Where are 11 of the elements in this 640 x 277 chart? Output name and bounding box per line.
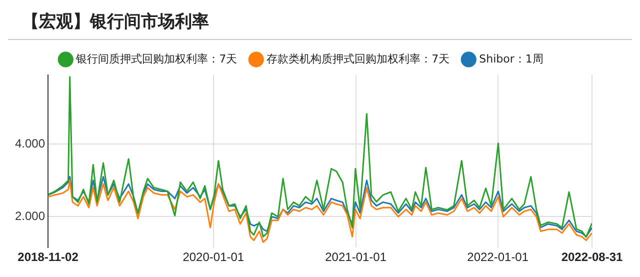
x-tick-label: 2020-01-01 [182,250,244,264]
y-tick-label: 4.000 [15,136,46,150]
y-tick-label: 2.000 [15,209,46,224]
x-tick-label: 2022-08-31 [561,250,624,264]
legend-label: 银行间质押式回购加权利率：7天 [75,52,238,66]
legend-label: Shibor：1周 [479,52,544,66]
x-tick-label: 2022-01-01 [467,250,529,264]
x-tick-label: 2018-11-02 [18,250,79,264]
legend-label: 存款类机构质押式回购加权利率：7天 [266,52,450,66]
x-tick-label: 2021-01-01 [325,250,387,264]
chart-title: 【宏观】银行间市场利率 [8,8,632,40]
